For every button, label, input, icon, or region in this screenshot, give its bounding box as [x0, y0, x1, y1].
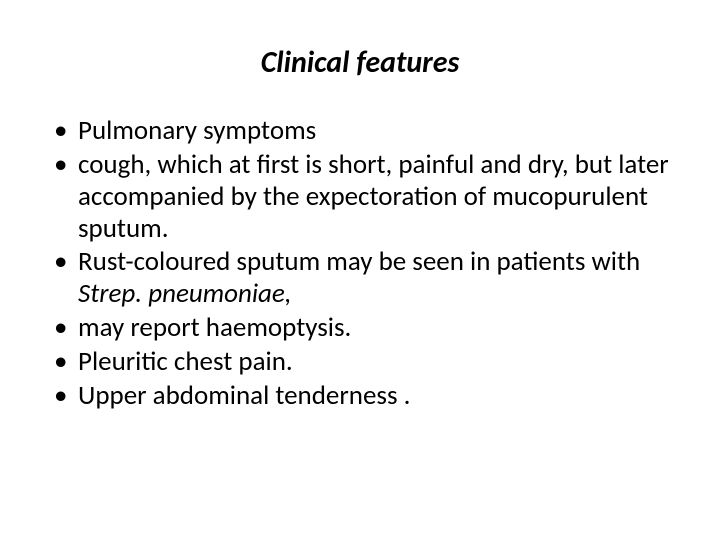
- bullet-item: Pulmonary symptoms: [50, 115, 670, 147]
- bullet-item: cough, which at first is short, painful …: [50, 149, 670, 245]
- bullet-text-italic: Strep. pneumoniae,: [78, 277, 292, 310]
- bullet-text: Rust-coloured sputum may be seen in pati…: [78, 245, 640, 278]
- bullet-item: Pleuritic chest pain.: [50, 346, 670, 378]
- bullet-text: cough, which at first is short, painful …: [78, 148, 669, 245]
- slide-container: Clinical features Pulmonary symptoms cou…: [0, 0, 720, 540]
- bullet-text: Pulmonary symptoms: [78, 114, 316, 147]
- bullet-list: Pulmonary symptoms cough, which at first…: [50, 115, 670, 412]
- bullet-text: Upper abdominal tenderness .: [78, 379, 410, 412]
- bullet-text: Pleuritic chest pain.: [78, 345, 293, 378]
- bullet-item: Upper abdominal tenderness .: [50, 380, 670, 412]
- bullet-item: Rust-coloured sputum may be seen in pati…: [50, 246, 670, 310]
- bullet-item: may report haemoptysis.: [50, 312, 670, 344]
- bullet-text: may report haemoptysis.: [78, 311, 351, 344]
- slide-title: Clinical features: [50, 44, 670, 81]
